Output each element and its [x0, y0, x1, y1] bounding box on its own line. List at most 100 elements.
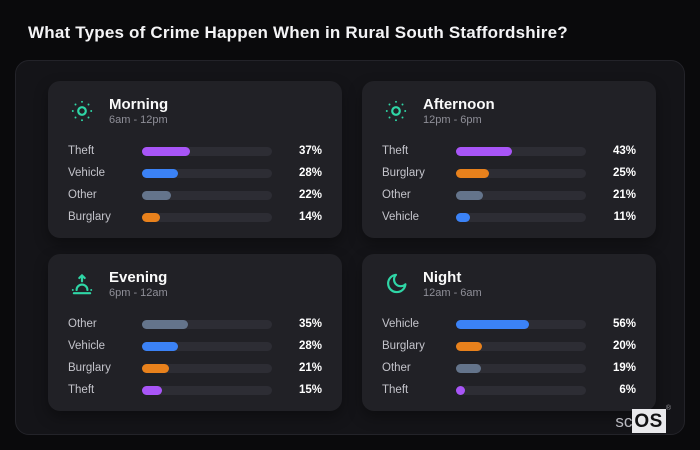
bar-fill — [142, 385, 162, 395]
bar-track — [456, 190, 586, 200]
bar-fill — [456, 212, 471, 222]
bar-label: Vehicle — [68, 167, 106, 179]
bar-row: Burglary 20% — [382, 335, 636, 357]
card-header-text: Afternoon 12pm - 6pm — [423, 96, 495, 127]
sun-icon — [382, 98, 410, 124]
bar-fill — [142, 190, 171, 200]
bar-value: 35% — [298, 318, 322, 330]
bar-track — [142, 168, 272, 178]
bar-fill — [456, 385, 465, 395]
time-card-night: Night 12am - 6am Vehicle 56% Burglary 20… — [362, 254, 656, 411]
bar-track — [456, 341, 586, 351]
bar-value: 25% — [612, 167, 636, 179]
bar-fill — [456, 363, 481, 373]
bar-fill — [142, 146, 191, 156]
bar-track — [456, 363, 586, 373]
bar-value: 43% — [612, 145, 636, 157]
card-subtitle: 6am - 12pm — [109, 113, 168, 126]
bar-row: Other 22% — [68, 184, 322, 206]
card-header: Morning 6am - 12pm — [68, 95, 322, 127]
bar-value: 15% — [298, 384, 322, 396]
scos-logo: sc OS ® — [615, 405, 671, 433]
bar-value: 11% — [613, 211, 636, 223]
bar-label: Burglary — [68, 362, 111, 374]
bar-row: Vehicle 56% — [382, 313, 636, 335]
bar-value: 28% — [298, 340, 322, 352]
card-subtitle: 12am - 6am — [423, 286, 482, 299]
bar-row: Burglary 25% — [382, 162, 636, 184]
bar-label: Other — [68, 189, 97, 201]
bar-track — [456, 385, 586, 395]
sunrise-icon — [68, 271, 96, 297]
bar-label: Theft — [382, 384, 409, 396]
time-card-evening: Evening 6pm - 12am Other 35% Vehicle 28%… — [48, 254, 342, 411]
bar-row: Burglary 14% — [68, 206, 322, 228]
bar-label: Burglary — [382, 167, 425, 179]
bar-fill — [142, 212, 161, 222]
card-title: Morning — [109, 95, 169, 113]
bar-fill — [456, 146, 512, 156]
bar-row: Other 21% — [382, 184, 636, 206]
bar-row: Other 19% — [382, 357, 636, 379]
bar-track — [142, 212, 272, 222]
bar-label: Theft — [68, 145, 95, 157]
time-card-morning: Morning 6am - 12pm Theft 37% Vehicle 28%… — [48, 81, 342, 238]
bar-track — [456, 319, 586, 329]
bar-row: Theft 37% — [68, 140, 322, 162]
bar-label: Theft — [68, 384, 95, 396]
bar-row: Other 35% — [68, 313, 322, 335]
dashboard-panel: Morning 6am - 12pm Theft 37% Vehicle 28%… — [15, 60, 685, 435]
card-title: Night — [423, 268, 462, 286]
bar-track — [456, 146, 586, 156]
bar-row: Vehicle 11% — [382, 206, 636, 228]
bar-track — [142, 363, 272, 373]
moon-icon — [382, 271, 410, 297]
bar-value: 21% — [612, 189, 636, 201]
bar-row: Burglary 21% — [68, 357, 322, 379]
page-title: What Types of Crime Happen When in Rural… — [28, 23, 568, 42]
bar-fill — [456, 168, 489, 178]
card-subtitle: 6pm - 12am — [109, 286, 168, 299]
bar-value: 22% — [298, 189, 322, 201]
bar-value: 20% — [612, 340, 636, 352]
bar-value: 21% — [298, 362, 322, 374]
bar-value: 37% — [298, 145, 322, 157]
bar-label: Burglary — [68, 211, 111, 223]
bar-label: Theft — [382, 145, 409, 157]
bar-track — [142, 385, 272, 395]
card-title: Afternoon — [423, 95, 495, 113]
sun-icon — [68, 98, 96, 124]
bar-fill — [456, 319, 529, 329]
bar-fill — [456, 190, 484, 200]
cards-grid: Morning 6am - 12pm Theft 37% Vehicle 28%… — [48, 81, 656, 411]
card-header: Afternoon 12pm - 6pm — [382, 95, 636, 127]
bar-track — [142, 341, 272, 351]
bar-row: Theft 43% — [382, 140, 636, 162]
bar-row: Vehicle 28% — [68, 335, 322, 357]
bar-fill — [142, 341, 179, 351]
bar-value: 6% — [619, 384, 636, 396]
card-subtitle: 12pm - 6pm — [423, 113, 482, 126]
card-header-text: Evening 6pm - 12am — [109, 269, 168, 300]
bar-label: Other — [382, 189, 411, 201]
bar-fill — [142, 168, 179, 178]
registered-trademark-icon: ® — [665, 405, 671, 412]
bar-rows: Theft 37% Vehicle 28% Other 22% Burglary — [68, 140, 322, 228]
bar-row: Theft 15% — [68, 379, 322, 401]
scos-logo-suffix: OS — [632, 409, 666, 433]
time-card-afternoon: Afternoon 12pm - 6pm Theft 43% Burglary … — [362, 81, 656, 238]
bar-fill — [142, 319, 188, 329]
bar-track — [142, 190, 272, 200]
bar-track — [456, 168, 586, 178]
card-title: Evening — [109, 268, 168, 286]
bar-row: Theft 6% — [382, 379, 636, 401]
bar-label: Other — [68, 318, 97, 330]
bar-rows: Other 35% Vehicle 28% Burglary 21% Theft — [68, 313, 322, 401]
bar-label: Burglary — [382, 340, 425, 352]
card-header-text: Night 12am - 6am — [423, 269, 482, 300]
bar-rows: Theft 43% Burglary 25% Other 21% Vehicle — [382, 140, 636, 228]
bar-track — [142, 146, 272, 156]
bar-track — [456, 212, 586, 222]
bar-value: 14% — [298, 211, 322, 223]
card-header: Night 12am - 6am — [382, 268, 636, 300]
